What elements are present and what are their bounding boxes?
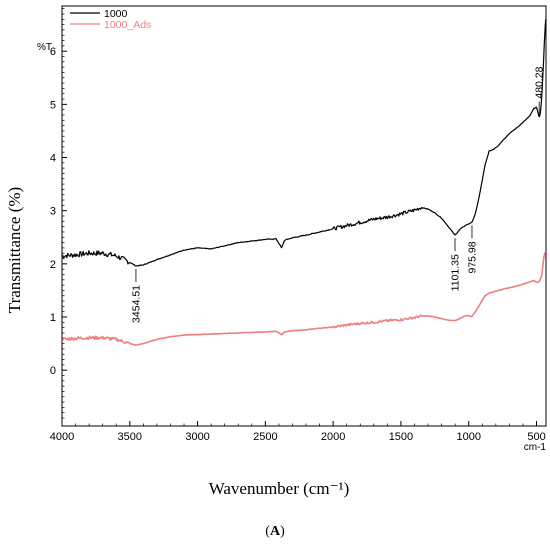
x-tick-label: 2000 (321, 431, 345, 443)
peak-label: 3454.51 (130, 285, 142, 323)
peak-annotation: 975.98 (466, 225, 478, 274)
plot-frame (61, 5, 547, 427)
y-tick-label: 4 (50, 153, 56, 165)
peak-label: 480.28 (534, 66, 546, 98)
y-tick-label: 1 (50, 312, 56, 324)
series-line-2 (61, 251, 547, 346)
x-tick-label: 1500 (389, 431, 413, 443)
peak-annotation: 3454.51 (130, 268, 142, 323)
panel-label: (A) (265, 524, 285, 539)
legend-label: 1000_Ads (104, 19, 151, 31)
peak-annotation: 480.28 (534, 66, 546, 115)
series-line-1 (61, 19, 547, 267)
peak-label: 975.98 (466, 241, 478, 273)
x-tick-label: 1000 (456, 431, 480, 443)
x-axis-unit-label: cm-1 (524, 442, 547, 453)
y-axis-unit-label: %T (37, 42, 52, 53)
y-tick-label: 6 (50, 46, 56, 58)
legend-label: 1000 (104, 8, 128, 20)
x-tick-label: 2500 (253, 431, 277, 443)
y-tick-label: 0 (50, 365, 56, 377)
peak-annotation: 1101.35 (449, 238, 461, 291)
y-tick-label: 3 (50, 206, 56, 218)
x-tick-label: 3000 (185, 431, 209, 443)
x-tick-label: 4000 (50, 431, 74, 443)
x-tick-label: 500 (527, 431, 545, 443)
y-tick-label: 5 (50, 99, 56, 111)
plot-layer: 0 1 2 3 4 5 6 4000 3500 3000 2500 2000 1500 1000 500 34… (50, 5, 547, 443)
y-axis-title: Transmittance (%) (5, 187, 24, 313)
y-tick-label: 2 (50, 259, 56, 271)
x-axis-title: Wavenumber (cm⁻¹) (209, 479, 350, 498)
panel-letter: A (270, 524, 281, 539)
peak-label: 1101.35 (449, 254, 461, 291)
x-tick-label: 3500 (118, 431, 142, 443)
